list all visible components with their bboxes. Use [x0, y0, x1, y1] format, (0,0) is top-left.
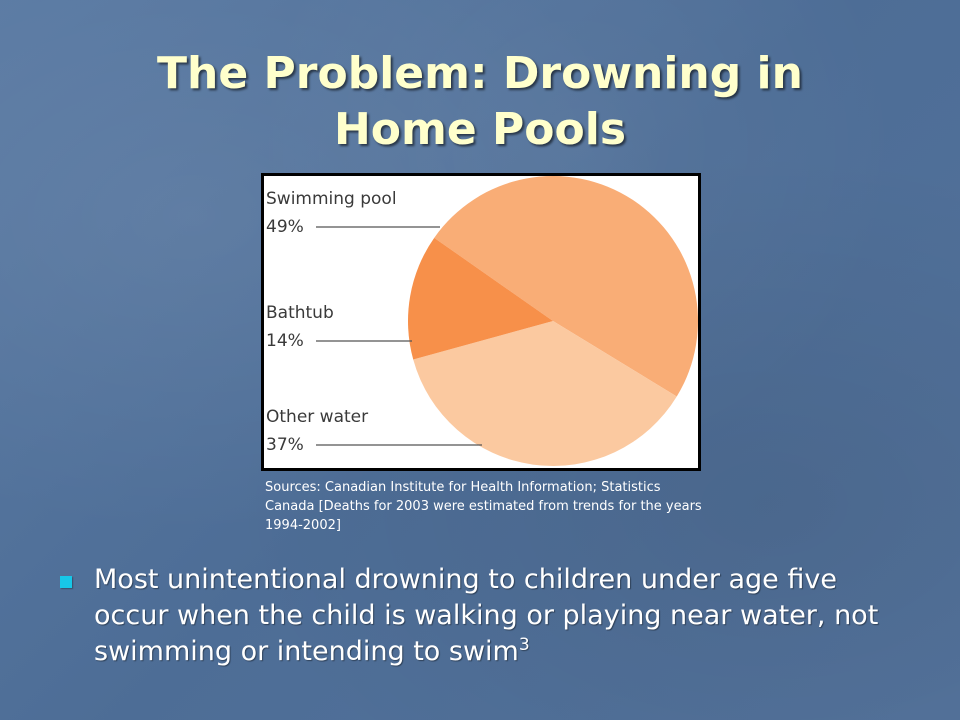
- percent-other-water: 37%: [266, 435, 304, 455]
- percent-bathtub: 14%: [266, 331, 304, 351]
- source-note: Sources: Canadian Institute for Health I…: [265, 480, 702, 533]
- leader-lines: [316, 226, 482, 446]
- bullet-text: Most unintentional drowning to children …: [94, 562, 900, 670]
- square-bullet-icon: [60, 576, 72, 588]
- slice-labels: Swimming pool 49% Bathtub 14% Other water 37%: [266, 189, 397, 455]
- pie-chart: Swimming pool 49% Bathtub 14% Other water 37%: [266, 176, 698, 466]
- title-line-1: The Problem: Drowning in: [157, 48, 803, 99]
- pie-chart-panel: Swimming pool 49% Bathtub 14% Other water 37%: [261, 173, 701, 471]
- bullet-body: Most unintentional drowning to children …: [94, 564, 879, 667]
- label-bathtub: Bathtub: [266, 303, 334, 323]
- slide-title: The Problem: Drowning in Home Pools: [80, 46, 880, 158]
- percent-swimming-pool: 49%: [266, 217, 304, 237]
- footnote-reference: 3: [518, 635, 530, 655]
- title-line-2: Home Pools: [333, 104, 627, 155]
- label-other-water: Other water: [266, 407, 368, 427]
- bullet-item: Most unintentional drowning to children …: [60, 562, 900, 670]
- pie-slice-bathtub: [408, 237, 553, 360]
- pie-slice-swimming-pool: [434, 176, 698, 397]
- label-swimming-pool: Swimming pool: [266, 189, 397, 209]
- pie-slice-other-water: [413, 321, 677, 466]
- pie-slices: [408, 176, 698, 466]
